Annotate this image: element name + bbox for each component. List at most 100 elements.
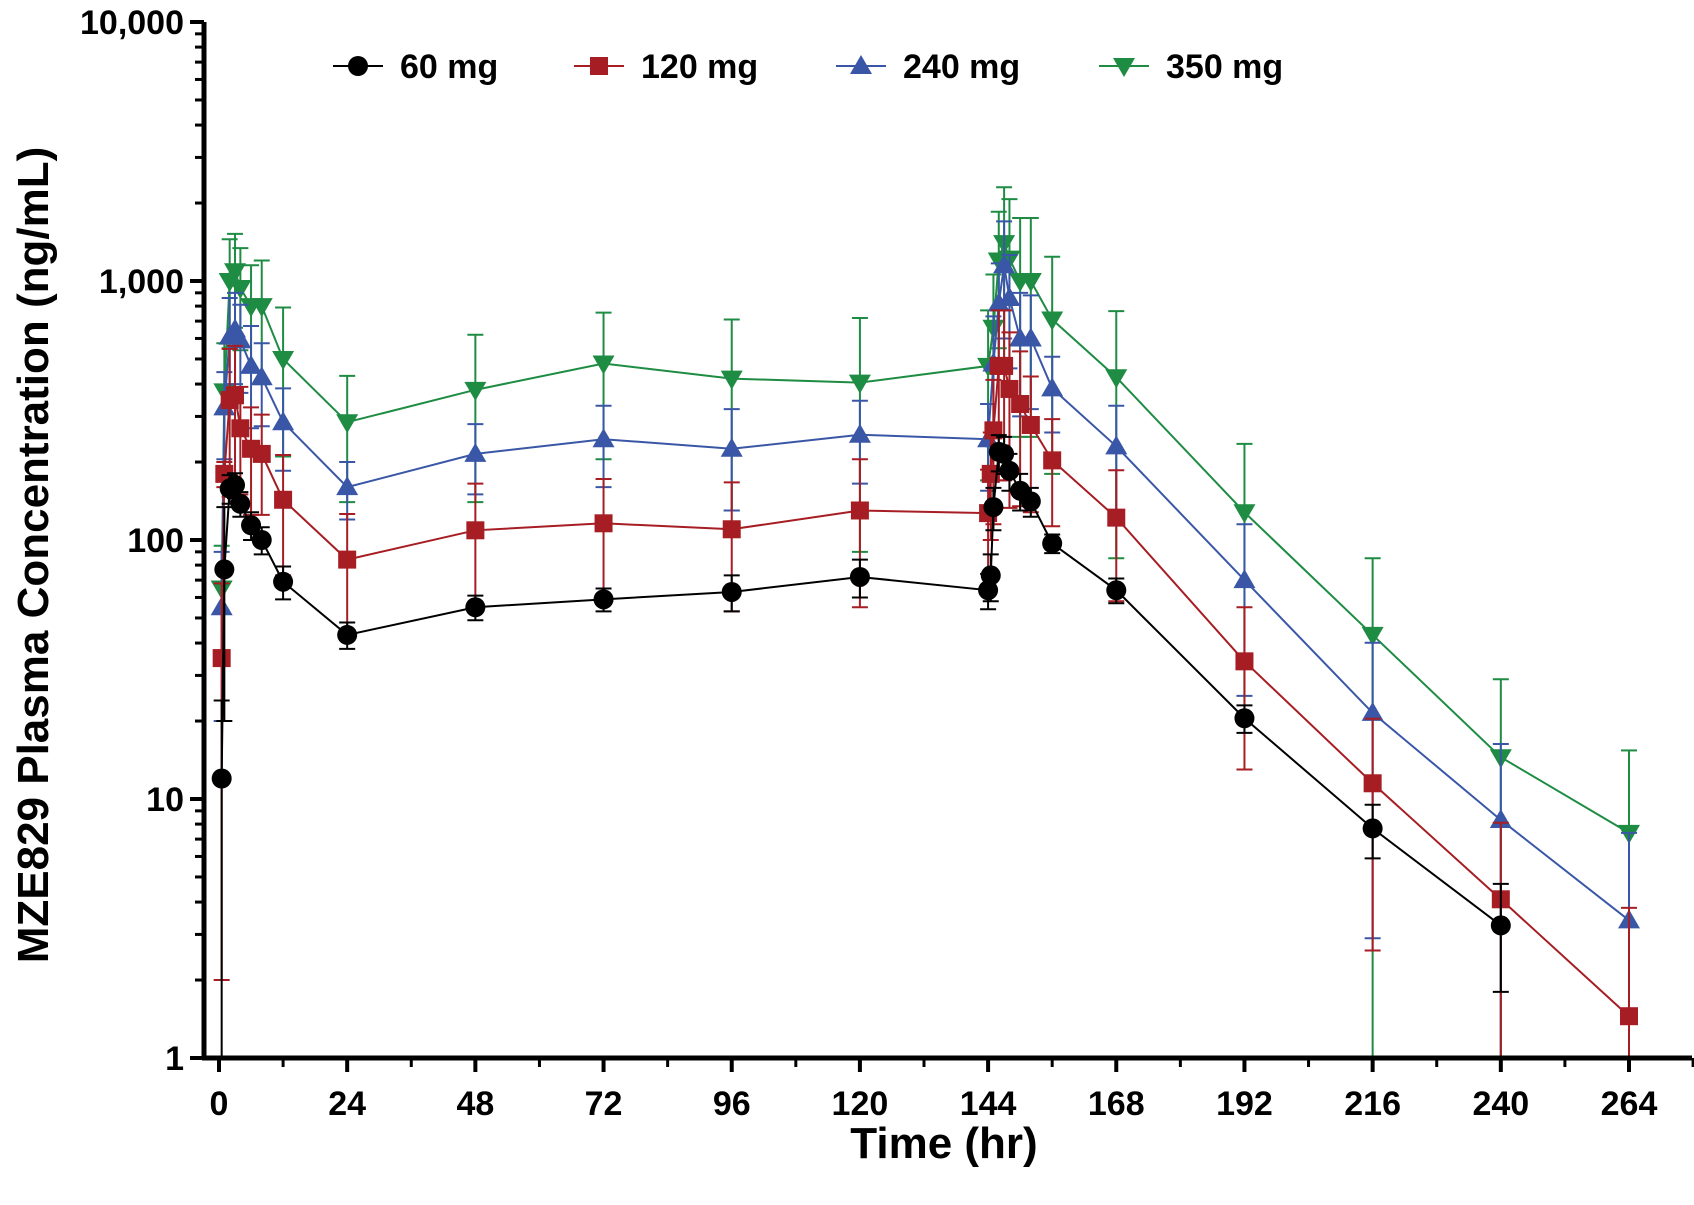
- data-point: [993, 254, 1016, 274]
- x-tick-label: 120: [832, 1085, 889, 1123]
- data-point: [1042, 533, 1063, 554]
- data-point: [998, 286, 1021, 306]
- data-point: [722, 520, 741, 539]
- y-tick-label: 1,000: [99, 263, 184, 301]
- data-point: [1234, 708, 1255, 729]
- legend: 60 mg 120 mg 240 mg 350 mg: [333, 48, 1283, 86]
- legend-label: 60 mg: [400, 48, 498, 86]
- series-350-mg: [210, 186, 1640, 1058]
- legend-item-120-mg: 120 mg: [574, 48, 758, 86]
- data-point: [848, 374, 871, 394]
- data-point: [1235, 652, 1254, 671]
- data-point: [1021, 415, 1040, 434]
- x-tick-label: 216: [1344, 1085, 1401, 1123]
- data-point: [240, 354, 263, 374]
- legend-marker: [348, 56, 368, 76]
- data-point: [466, 521, 485, 540]
- data-point: [999, 460, 1020, 481]
- x-tick-label: 0: [210, 1085, 229, 1123]
- data-point: [848, 423, 871, 443]
- data-point: [336, 414, 359, 434]
- data-point: [1019, 327, 1042, 347]
- data-point: [230, 493, 251, 514]
- data-point: [1361, 626, 1384, 646]
- data-point: [229, 279, 252, 299]
- data-point: [337, 624, 358, 645]
- series-layer: [210, 186, 1640, 1058]
- data-point: [251, 530, 272, 550]
- data-point: [465, 597, 486, 618]
- x-tick-label: 72: [585, 1085, 623, 1123]
- data-point: [224, 263, 247, 283]
- data-point: [1362, 818, 1383, 839]
- data-point: [226, 386, 245, 405]
- data-point: [983, 497, 1004, 518]
- x-tick-label: 264: [1601, 1085, 1658, 1123]
- data-point: [1107, 508, 1126, 527]
- legend-marker: [1113, 58, 1135, 77]
- data-point: [252, 444, 271, 463]
- x-tick-label: 24: [328, 1085, 366, 1123]
- data-point: [214, 559, 235, 580]
- data-point: [850, 501, 869, 520]
- series-line: [220, 239, 1630, 834]
- data-point: [464, 442, 487, 462]
- data-point: [225, 475, 246, 496]
- data-point: [593, 589, 614, 610]
- x-ticks: 024487296120144168192216240264288: [210, 1058, 1694, 1123]
- data-point: [720, 437, 743, 457]
- x-tick-label: 240: [1472, 1085, 1529, 1123]
- data-point: [592, 428, 615, 448]
- data-point: [1361, 701, 1384, 721]
- data-point: [980, 565, 1001, 586]
- x-tick-label: 168: [1088, 1085, 1145, 1123]
- legend-label: 350 mg: [1166, 48, 1283, 86]
- data-point: [1105, 369, 1128, 389]
- axes: [201, 22, 1692, 1061]
- x-tick-label: 192: [1216, 1085, 1273, 1123]
- legend-marker: [850, 55, 872, 74]
- data-point: [212, 649, 231, 668]
- data-point: [1000, 379, 1019, 398]
- data-point: [272, 350, 295, 370]
- y-tick-label: 100: [127, 522, 184, 560]
- legend-item-240-mg: 240 mg: [836, 48, 1020, 86]
- data-point: [994, 443, 1015, 464]
- series-60-mg: [211, 434, 1511, 1058]
- y-tick-label: 10: [146, 781, 184, 819]
- data-point: [250, 298, 273, 318]
- legend-item-60-mg: 60 mg: [333, 48, 498, 86]
- x-axis-title: Time (hr): [850, 1119, 1037, 1168]
- data-point: [978, 580, 999, 601]
- y-ticks: 1 10 100 1,000 10,000: [80, 4, 204, 1078]
- y-axis-title: MZE829 Plasma Concentration (ng/mL): [9, 147, 58, 964]
- data-point: [338, 550, 357, 569]
- data-point: [1020, 491, 1041, 512]
- data-point: [273, 571, 294, 592]
- data-point: [250, 366, 273, 386]
- series-line: [220, 450, 1502, 927]
- data-point: [1620, 1007, 1638, 1026]
- x-tick-label: 96: [713, 1085, 751, 1123]
- data-point: [1041, 311, 1064, 331]
- data-point: [1233, 504, 1256, 524]
- data-point: [1105, 435, 1128, 455]
- series-240-mg: [210, 220, 1640, 1058]
- legend-item-350-mg: 350 mg: [1099, 48, 1283, 86]
- series-line: [220, 364, 1630, 1017]
- y-tick-label: 1: [165, 1040, 184, 1078]
- series-line: [220, 265, 1630, 922]
- data-point: [1233, 569, 1256, 589]
- data-point: [1363, 774, 1382, 793]
- data-point: [1011, 395, 1030, 414]
- data-point: [229, 329, 252, 349]
- y-tick-label: 10,000: [80, 4, 184, 42]
- data-point: [1043, 451, 1062, 470]
- legend-label: 120 mg: [641, 48, 758, 86]
- data-point: [274, 490, 293, 509]
- legend-marker: [590, 57, 608, 75]
- data-point: [336, 476, 359, 496]
- data-point: [592, 355, 615, 375]
- data-point: [272, 411, 295, 431]
